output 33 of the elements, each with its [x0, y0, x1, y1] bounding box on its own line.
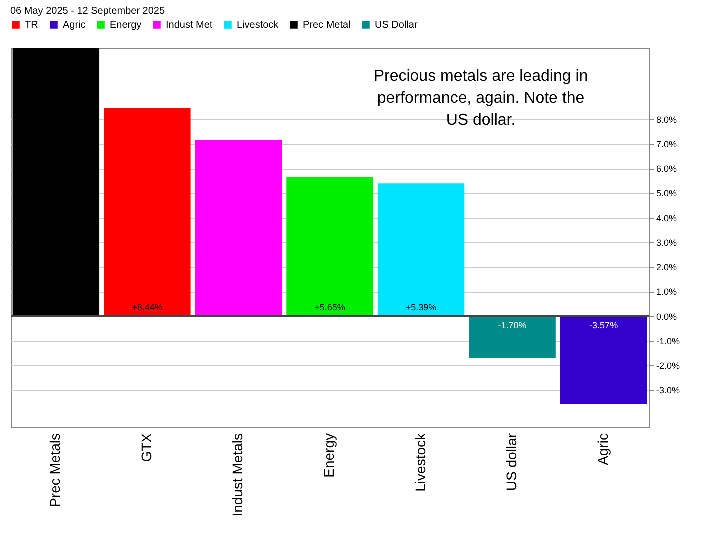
- y-tick-label: -2.0%: [656, 360, 680, 371]
- y-tick-label: 2.0%: [656, 262, 678, 273]
- legend-label: Indust Met: [166, 20, 213, 31]
- y-tick-label: 4.0%: [656, 213, 678, 224]
- data-label: -3.57%: [590, 320, 618, 330]
- x-tick-label: Indust Metals: [230, 434, 246, 517]
- y-tick-label: 8.0%: [656, 114, 678, 125]
- x-tick-label: Livestock: [412, 432, 428, 492]
- data-label: -1.70%: [498, 320, 527, 330]
- x-tick-label: US dollar: [504, 433, 520, 492]
- y-tick-label: 1.0%: [656, 287, 678, 298]
- chart-subtitle: 06 May 2025 - 12 September 2025: [10, 6, 166, 17]
- y-tick-label: 5.0%: [656, 188, 678, 199]
- x-tick-label: Agric: [594, 434, 611, 466]
- y-tick-label: -1.0%: [656, 336, 680, 346]
- legend-label: Agric: [63, 20, 86, 31]
- y-tick-label: 7.0%: [656, 139, 678, 150]
- legend-label: Prec Metal: [303, 20, 351, 31]
- y-tick-label: -3.0%: [656, 386, 680, 396]
- y-tick-label: 6.0%: [656, 164, 678, 174]
- data-label: +8.44%: [132, 302, 163, 312]
- x-tick-label: Energy: [321, 434, 337, 478]
- legend-label: TR: [25, 20, 38, 31]
- y-tick-label: 3.0%: [656, 238, 678, 248]
- data-label: +5.65%: [314, 302, 346, 312]
- x-tick-label: GTX: [138, 432, 154, 462]
- x-tick-label: Prec Metals: [47, 434, 64, 508]
- data-label: +5.39%: [406, 302, 437, 312]
- annotation: Precious metals are leading in performance, again. Note the US dollar.: [374, 68, 588, 129]
- legend-label: Livestock: [237, 20, 280, 31]
- y-tick-label: 0.0%: [656, 312, 678, 322]
- legend-label: US Dollar: [375, 20, 418, 31]
- legend-label: Energy: [110, 20, 142, 31]
